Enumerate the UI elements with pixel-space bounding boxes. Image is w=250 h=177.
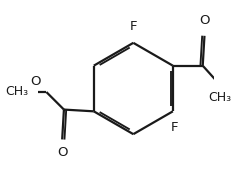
Text: O: O [57,146,68,159]
Text: O: O [199,14,210,27]
Text: O: O [30,75,41,88]
Text: CH₃: CH₃ [208,91,231,104]
Text: F: F [130,20,137,33]
Text: CH₃: CH₃ [5,85,28,98]
Text: F: F [171,121,178,134]
